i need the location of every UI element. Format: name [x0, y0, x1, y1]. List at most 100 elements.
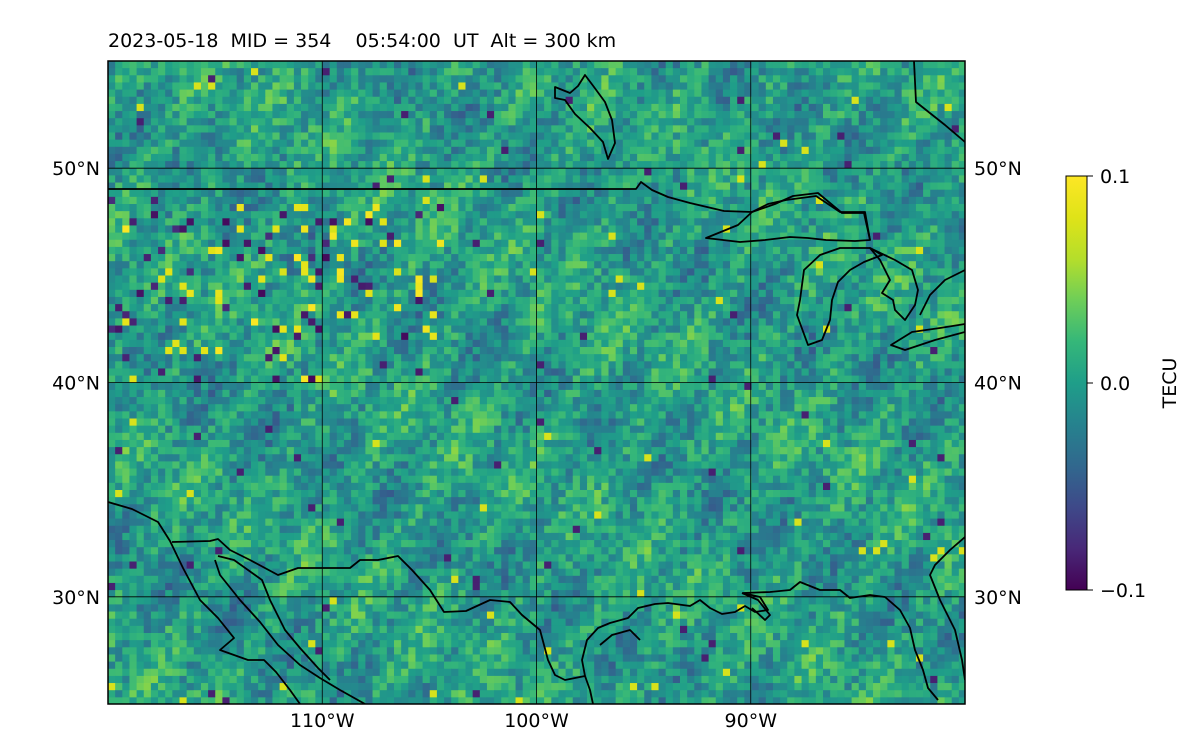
tec-cell	[129, 239, 137, 248]
tec-cell	[165, 168, 173, 176]
tec-cell	[372, 311, 381, 319]
tec-cell	[315, 325, 323, 334]
tec-cell	[243, 332, 252, 341]
tec-cell	[301, 189, 309, 198]
tec-cell	[665, 111, 674, 119]
tec-cell	[143, 204, 152, 212]
tec-cell	[458, 232, 466, 241]
tec-cell	[644, 111, 652, 119]
tec-cell	[737, 139, 745, 148]
tec-cell	[115, 125, 123, 133]
tec-cell	[587, 354, 595, 362]
tec-cell	[672, 204, 681, 212]
tec-cell	[572, 125, 581, 133]
tec-cell	[293, 347, 302, 355]
tec-cell	[301, 96, 309, 105]
tec-cell	[751, 82, 760, 90]
tec-cell	[908, 239, 917, 248]
tec-cell	[708, 254, 717, 262]
tec-cell	[143, 268, 152, 276]
tec-cell	[315, 189, 323, 198]
tec-cell	[186, 232, 195, 241]
tec-cell	[601, 296, 609, 305]
tec-cell	[136, 318, 145, 326]
tec-cell	[408, 332, 416, 341]
tec-cell	[687, 339, 695, 348]
tec-cell	[865, 318, 874, 326]
tec-cell	[308, 82, 316, 90]
tec-cell	[293, 125, 302, 133]
tec-cell	[401, 282, 409, 291]
tec-cell	[672, 254, 681, 262]
tec-cell	[229, 254, 238, 262]
tec-cell	[179, 339, 188, 348]
tec-cell	[880, 296, 888, 305]
tec-cell	[236, 146, 245, 155]
tec-cell	[844, 82, 852, 90]
tec-cell	[608, 254, 617, 262]
tec-cell	[508, 204, 516, 212]
tec-cell	[522, 118, 531, 126]
tec-cell	[215, 175, 223, 183]
tec-cell	[158, 61, 166, 69]
tec-cell	[629, 61, 638, 69]
tec-cell	[458, 89, 466, 98]
tec-cell	[887, 125, 895, 133]
tec-cell	[336, 289, 345, 298]
tec-cell	[343, 103, 352, 112]
tec-cell	[444, 261, 452, 269]
tec-cell	[680, 232, 688, 241]
tec-cell	[765, 282, 774, 291]
tec-cell	[579, 68, 588, 76]
tec-cell	[772, 347, 781, 355]
tec-cell	[444, 125, 452, 133]
tec-cell	[758, 89, 767, 98]
tec-cell	[258, 282, 266, 291]
tec-cell	[222, 68, 230, 76]
tec-cell	[215, 296, 223, 305]
tec-cell	[579, 204, 588, 212]
tec-cell	[172, 139, 180, 148]
tec-cell	[279, 254, 288, 262]
tec-cell	[672, 75, 681, 83]
tec-cell	[587, 68, 595, 76]
tec-cell	[272, 118, 280, 126]
tec-cell	[880, 132, 888, 141]
tec-cell	[537, 239, 545, 248]
tec-cell	[844, 289, 852, 298]
tec-cell	[108, 204, 116, 212]
tec-cell	[830, 161, 838, 169]
tec-cell	[486, 132, 495, 141]
tec-cell	[665, 182, 674, 191]
tec-cell	[301, 304, 309, 312]
tec-cell	[758, 232, 767, 241]
tec-cell	[801, 89, 810, 98]
tec-cell	[451, 96, 459, 105]
tec-cell	[358, 354, 366, 362]
tec-cell	[200, 339, 209, 348]
tec-cell	[479, 211, 488, 219]
tec-cell	[837, 196, 845, 205]
tec-cell	[379, 125, 388, 133]
tec-cell	[429, 282, 438, 291]
tec-cell	[958, 311, 965, 319]
tec-cell	[622, 354, 631, 362]
tec-cell	[615, 89, 624, 98]
tec-cell	[193, 68, 202, 76]
tec-cell	[243, 232, 252, 241]
tec-cell	[343, 196, 352, 205]
tec-cell	[286, 311, 295, 319]
tec-cell	[272, 339, 280, 348]
tec-cell	[486, 268, 495, 276]
tec-cell	[579, 339, 588, 348]
tec-cell	[672, 189, 681, 198]
tec-cell	[408, 61, 416, 69]
tec-cell	[301, 68, 309, 76]
tec-cell	[537, 254, 545, 262]
tec-cell	[780, 347, 788, 355]
tec-cell	[265, 275, 273, 284]
tec-cell	[787, 282, 795, 291]
tec-cell	[293, 82, 302, 90]
tec-cell	[951, 218, 960, 226]
tec-cell	[179, 282, 188, 291]
